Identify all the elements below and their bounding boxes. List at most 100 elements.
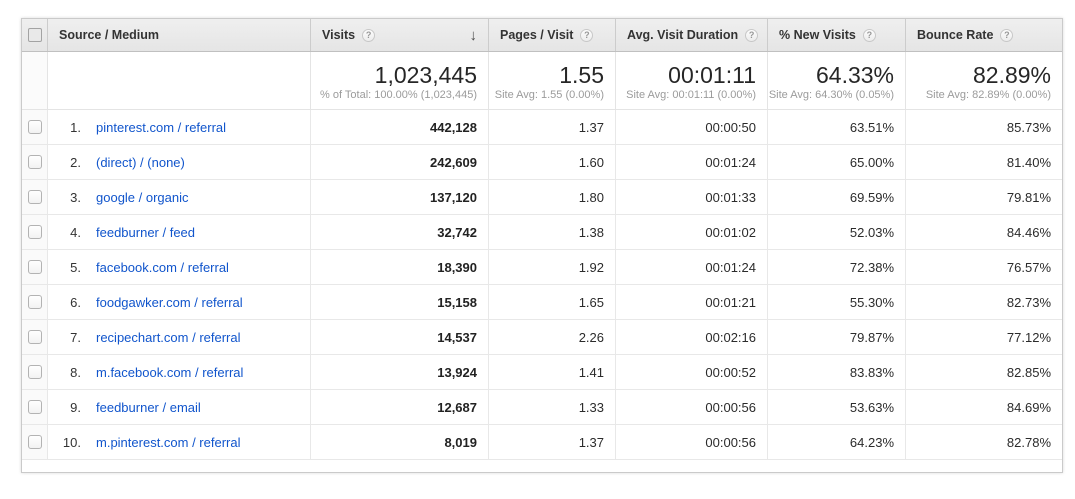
avg-visit-duration-cell: 00:01:02 xyxy=(615,215,767,249)
column-header-pages-per-visit[interactable]: Pages / Visit ? xyxy=(488,19,615,51)
table-row: 4. feedburner / feed 32,742 1.38 00:01:0… xyxy=(22,215,1062,250)
bounce-rate-cell: 84.69% xyxy=(905,390,1062,424)
column-header-label: Avg. Visit Duration xyxy=(627,28,739,42)
pages-per-visit-cell: 1.92 xyxy=(488,250,615,284)
row-checkbox[interactable] xyxy=(27,190,42,204)
row-checkbox[interactable] xyxy=(27,120,42,134)
table-body: 1. pinterest.com / referral 442,128 1.37… xyxy=(22,110,1062,460)
bounce-rate-cell: 76.57% xyxy=(905,250,1062,284)
table-row: 6. foodgawker.com / referral 15,158 1.65… xyxy=(22,285,1062,320)
avg-pages-value: 1.55 xyxy=(559,61,604,88)
row-rank: 3. xyxy=(70,189,81,205)
table-row: 5. facebook.com / referral 18,390 1.92 0… xyxy=(22,250,1062,285)
summary-pages-per-visit: 1.55 Site Avg: 1.55 (0.00%) xyxy=(488,52,615,109)
help-icon[interactable]: ? xyxy=(580,28,594,42)
visits-cell: 13,924 xyxy=(310,355,488,389)
column-header-visits[interactable]: Visits ? ↓ xyxy=(310,19,488,51)
pages-per-visit-cell: 1.37 xyxy=(488,425,615,459)
source-medium-link[interactable]: google / organic xyxy=(96,189,189,205)
source-medium-link[interactable]: (direct) / (none) xyxy=(96,154,185,170)
row-checkbox[interactable] xyxy=(27,365,42,379)
source-medium-cell: 5. facebook.com / referral xyxy=(47,250,310,284)
percent-new-visits-cell: 83.83% xyxy=(767,355,905,389)
source-medium-cell: 7. recipechart.com / referral xyxy=(47,320,310,354)
avg-duration-subtext: Site Avg: 00:01:11 (0.00%) xyxy=(626,88,756,101)
percent-new-visits-cell: 79.87% xyxy=(767,320,905,354)
source-medium-link[interactable]: m.facebook.com / referral xyxy=(96,364,244,380)
column-header-avg-visit-duration[interactable]: Avg. Visit Duration ? xyxy=(615,19,767,51)
avg-bounce-value: 82.89% xyxy=(972,61,1051,88)
row-checkbox[interactable] xyxy=(27,435,42,449)
source-medium-link[interactable]: feedburner / email xyxy=(96,399,201,415)
avg-duration-value: 00:01:11 xyxy=(668,61,756,88)
select-all-checkbox[interactable] xyxy=(27,28,42,42)
help-icon[interactable]: ? xyxy=(862,28,876,42)
row-checkbox-cell xyxy=(22,320,47,354)
avg-visit-duration-cell: 00:01:21 xyxy=(615,285,767,319)
pages-per-visit-cell: 1.65 xyxy=(488,285,615,319)
row-checkbox-cell xyxy=(22,215,47,249)
row-checkbox[interactable] xyxy=(27,225,42,239)
source-medium-link[interactable]: recipechart.com / referral xyxy=(96,329,241,345)
summary-bounce-rate: 82.89% Site Avg: 82.89% (0.00%) xyxy=(905,52,1062,109)
source-medium-link[interactable]: feedburner / feed xyxy=(96,224,196,240)
row-checkbox-cell xyxy=(22,390,47,424)
row-checkbox[interactable] xyxy=(27,155,42,169)
source-medium-link[interactable]: facebook.com / referral xyxy=(96,259,229,275)
pages-per-visit-cell: 1.37 xyxy=(488,110,615,144)
percent-new-visits-cell: 64.23% xyxy=(767,425,905,459)
column-header-label: % New Visits xyxy=(779,28,856,42)
percent-new-visits-cell: 52.03% xyxy=(767,215,905,249)
visits-cell: 15,158 xyxy=(310,285,488,319)
help-icon[interactable]: ? xyxy=(745,28,759,42)
row-checkbox-cell xyxy=(22,425,47,459)
source-medium-link[interactable]: m.pinterest.com / referral xyxy=(96,434,241,450)
percent-new-visits-cell: 72.38% xyxy=(767,250,905,284)
table-row: 9. feedburner / email 12,687 1.33 00:00:… xyxy=(22,390,1062,425)
column-header-percent-new-visits[interactable]: % New Visits ? xyxy=(767,19,905,51)
source-medium-cell: 3. google / organic xyxy=(47,180,310,214)
total-visits-subtext: % of Total: 100.00% (1,023,445) xyxy=(320,88,477,101)
avg-new-visits-subtext: Site Avg: 64.30% (0.05%) xyxy=(768,88,894,101)
bounce-rate-cell: 81.40% xyxy=(905,145,1062,179)
avg-visit-duration-cell: 00:02:16 xyxy=(615,320,767,354)
table-row: 3. google / organic 137,120 1.80 00:01:3… xyxy=(22,180,1062,215)
visits-cell: 442,128 xyxy=(310,110,488,144)
pages-per-visit-cell: 1.80 xyxy=(488,180,615,214)
summary-source-cell xyxy=(47,52,310,109)
avg-visit-duration-cell: 00:01:33 xyxy=(615,180,767,214)
avg-visit-duration-cell: 00:00:52 xyxy=(615,355,767,389)
row-rank: 8. xyxy=(70,364,81,380)
source-medium-cell: 10. m.pinterest.com / referral xyxy=(47,425,310,459)
pages-per-visit-cell: 1.41 xyxy=(488,355,615,389)
summary-visits: 1,023,445 % of Total: 100.00% (1,023,445… xyxy=(310,52,488,109)
row-checkbox[interactable] xyxy=(27,260,42,274)
help-icon[interactable]: ? xyxy=(362,28,376,42)
table-footer-spacer xyxy=(22,460,1062,472)
summary-row: 1,023,445 % of Total: 100.00% (1,023,445… xyxy=(22,52,1062,110)
avg-visit-duration-cell: 00:00:56 xyxy=(615,390,767,424)
analytics-table-card: Source / Medium Visits ? ↓ Pages / Visit… xyxy=(21,18,1063,473)
source-medium-link[interactable]: pinterest.com / referral xyxy=(96,119,227,135)
help-icon[interactable]: ? xyxy=(1000,28,1014,42)
row-rank: 6. xyxy=(70,294,81,310)
pages-per-visit-cell: 1.33 xyxy=(488,390,615,424)
visits-cell: 8,019 xyxy=(310,425,488,459)
table-row: 10. m.pinterest.com / referral 8,019 1.3… xyxy=(22,425,1062,460)
source-medium-cell: 2. (direct) / (none) xyxy=(47,145,310,179)
avg-visit-duration-cell: 00:01:24 xyxy=(615,250,767,284)
visits-cell: 32,742 xyxy=(310,215,488,249)
row-checkbox[interactable] xyxy=(27,330,42,344)
column-header-bounce-rate[interactable]: Bounce Rate ? xyxy=(905,19,1062,51)
pages-per-visit-cell: 1.38 xyxy=(488,215,615,249)
row-rank: 1. xyxy=(70,119,81,135)
bounce-rate-cell: 79.81% xyxy=(905,180,1062,214)
sort-descending-icon[interactable]: ↓ xyxy=(469,26,478,44)
table-header-row: Source / Medium Visits ? ↓ Pages / Visit… xyxy=(22,19,1062,52)
column-header-source-medium[interactable]: Source / Medium xyxy=(47,19,310,51)
source-medium-link[interactable]: foodgawker.com / referral xyxy=(96,294,243,310)
row-checkbox[interactable] xyxy=(27,400,42,414)
row-checkbox[interactable] xyxy=(27,295,42,309)
summary-checkbox-cell xyxy=(22,52,47,109)
